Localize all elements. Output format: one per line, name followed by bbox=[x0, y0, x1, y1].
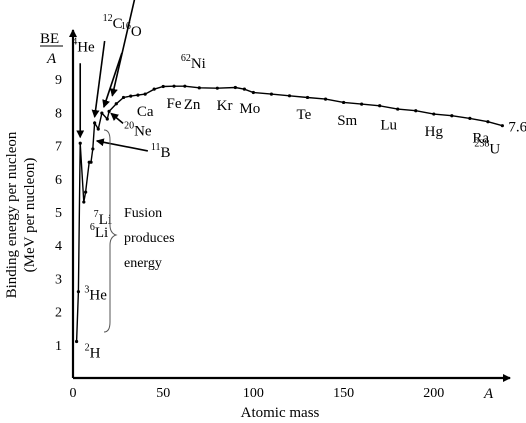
y-tick-label: 9 bbox=[55, 73, 62, 88]
y-tick-label: 6 bbox=[55, 173, 62, 188]
data-point bbox=[143, 92, 147, 96]
y-tick-label: 4 bbox=[55, 239, 62, 254]
element-labels: 2H3He4He6Li7Li11B12C16O20Ne24MgCaFeZnKrM… bbox=[72, 0, 526, 361]
data-point bbox=[233, 85, 237, 90]
data-point bbox=[76, 290, 81, 294]
data-point bbox=[107, 109, 111, 114]
data-point bbox=[432, 112, 436, 116]
o16-arrow bbox=[102, 52, 123, 109]
axis-tick-labels: 0 50 100 150 200 1 2 3 4 5 6 7 8 9 bbox=[55, 73, 444, 401]
y-tick-label: 2 bbox=[55, 306, 62, 321]
data-point bbox=[396, 107, 400, 111]
be-over-a-numerator: BE bbox=[40, 31, 59, 47]
data-point bbox=[161, 84, 165, 89]
data-point bbox=[136, 93, 140, 97]
y-tick-label: 5 bbox=[55, 206, 62, 221]
data-point bbox=[215, 86, 219, 90]
x-tick-label: 0 bbox=[70, 386, 77, 401]
data-point bbox=[500, 124, 504, 128]
data-point bbox=[91, 147, 95, 151]
nucleus-label-he-3: 3He bbox=[84, 285, 107, 304]
binding-energy-curve bbox=[75, 84, 504, 344]
data-point bbox=[360, 102, 364, 106]
y-tick-label: 1 bbox=[55, 339, 62, 354]
data-point bbox=[468, 116, 472, 120]
fusion-annotation-line1: Fusion bbox=[124, 206, 162, 221]
nucleus-label-li-6: 6Li bbox=[90, 222, 108, 241]
data-point bbox=[414, 109, 418, 113]
data-point bbox=[121, 95, 126, 100]
data-point bbox=[78, 141, 82, 145]
fusion-annotation-line2: produces bbox=[124, 231, 175, 246]
data-point bbox=[183, 84, 187, 88]
element-label: Hg bbox=[425, 124, 444, 140]
data-point bbox=[242, 87, 246, 91]
data-point bbox=[93, 121, 97, 125]
element-label: Lu bbox=[380, 117, 397, 133]
data-point bbox=[342, 100, 346, 105]
x-tick-label: 200 bbox=[423, 386, 444, 401]
nucleus-label-li-7: 7Li bbox=[94, 209, 112, 228]
fusion-annotation-line3: energy bbox=[124, 256, 162, 271]
data-point bbox=[82, 200, 86, 204]
element-label: Sm bbox=[337, 113, 357, 129]
element-label: Mo bbox=[239, 101, 260, 117]
x-tick-label: 100 bbox=[243, 386, 264, 401]
element-label: Kr bbox=[217, 98, 233, 114]
c12-arrow bbox=[91, 40, 106, 119]
x-tick-label: 50 bbox=[156, 386, 170, 401]
nucleus-label-ni-62: 62Ni bbox=[181, 53, 206, 72]
data-point bbox=[96, 127, 100, 131]
nucleus-label-b-11: 11B bbox=[151, 142, 171, 161]
ne20-arrow bbox=[110, 112, 124, 125]
element-label: Te bbox=[297, 107, 312, 123]
y-tick-label: 3 bbox=[55, 272, 62, 287]
element-label: Ra bbox=[472, 130, 489, 146]
data-point bbox=[486, 120, 490, 124]
y-axis-title-line2: (MeV per nucleon) bbox=[22, 158, 38, 273]
y-tick-label: 7 bbox=[55, 140, 62, 155]
data-point bbox=[305, 95, 310, 100]
y-axis-title-line1: Binding energy per nucleon bbox=[4, 131, 20, 298]
nucleus-label-u-238: 238U bbox=[474, 139, 500, 158]
nucleus-label-o-16: 16O bbox=[121, 21, 142, 40]
x-axis-title: Atomic mass bbox=[241, 405, 320, 421]
nucleus-label-c-12: 12C bbox=[103, 13, 123, 32]
data-point bbox=[105, 117, 109, 121]
fusion-brace bbox=[103, 129, 118, 333]
data-point bbox=[269, 92, 274, 96]
x-axis-letter: A bbox=[483, 386, 494, 402]
y-tick-label: 8 bbox=[55, 106, 62, 121]
element-label: Ca bbox=[137, 104, 154, 120]
data-point bbox=[251, 90, 255, 95]
data-point bbox=[84, 190, 88, 194]
data-point bbox=[75, 339, 79, 344]
data-point bbox=[197, 86, 201, 90]
x-tick-label: 150 bbox=[333, 386, 354, 401]
data-point bbox=[323, 97, 328, 101]
element-label: Fe bbox=[167, 96, 182, 112]
mg24-arrow bbox=[109, 0, 136, 97]
nucleus-label-he-4: 4He bbox=[72, 36, 95, 55]
data-point bbox=[450, 114, 454, 118]
b11-arrow bbox=[95, 138, 148, 152]
nucleus-label-h-2: 2H bbox=[85, 342, 101, 361]
data-point bbox=[172, 84, 176, 88]
element-label: Zn bbox=[184, 97, 201, 113]
data-point bbox=[114, 102, 118, 106]
data-point bbox=[100, 111, 104, 115]
data-point bbox=[129, 94, 133, 98]
data-point bbox=[287, 94, 292, 98]
data-point bbox=[89, 160, 93, 164]
nucleus-label-ne-20: 20Ne bbox=[124, 120, 152, 139]
data-point bbox=[152, 87, 156, 91]
be-over-a-denominator: A bbox=[46, 51, 57, 67]
u238-value: 7.6 bbox=[508, 120, 526, 136]
data-point bbox=[378, 104, 382, 108]
